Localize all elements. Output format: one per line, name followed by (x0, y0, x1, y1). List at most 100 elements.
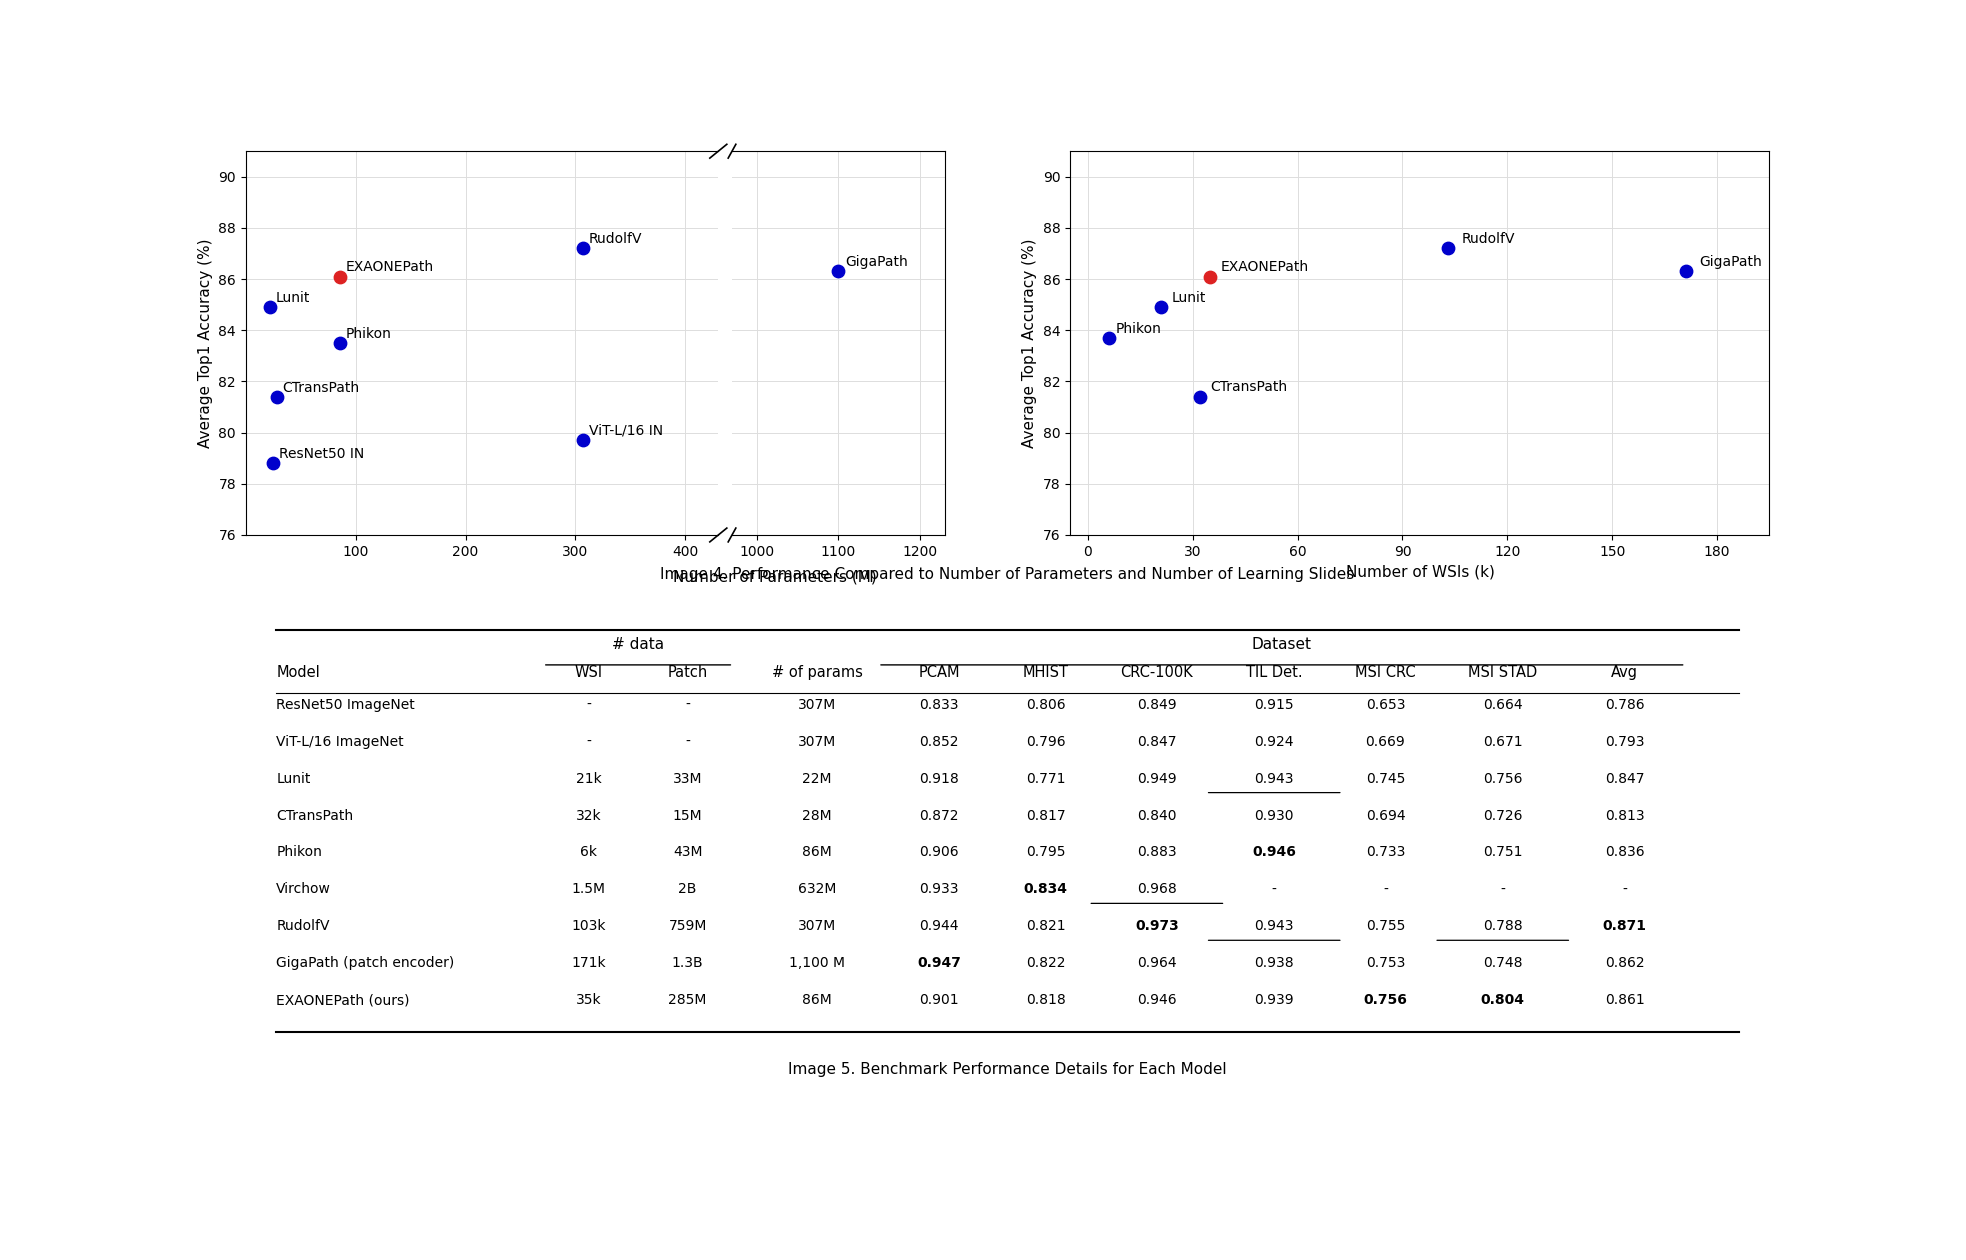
Text: -: - (586, 698, 592, 712)
Text: 0.753: 0.753 (1366, 956, 1406, 970)
Text: -: - (1382, 882, 1388, 896)
Text: Image 4. Performance Compared to Number of Parameters and Number of Learning Sli: Image 4. Performance Compared to Number … (661, 567, 1355, 582)
Y-axis label: Average Top1 Accuracy (%): Average Top1 Accuracy (%) (199, 238, 212, 447)
Text: CTransPath: CTransPath (281, 381, 360, 394)
Text: 0.840: 0.840 (1136, 809, 1176, 823)
Text: 0.818: 0.818 (1026, 993, 1066, 1007)
Text: 1,100 M: 1,100 M (788, 956, 845, 970)
Text: 0.796: 0.796 (1026, 735, 1066, 748)
Text: 28M: 28M (802, 809, 832, 823)
Text: 0.872: 0.872 (920, 809, 959, 823)
Text: Lunit: Lunit (275, 771, 311, 786)
Text: 0.946: 0.946 (1136, 993, 1178, 1007)
Text: Dataset: Dataset (1252, 638, 1311, 653)
Text: 15M: 15M (672, 809, 702, 823)
Text: RudolfV: RudolfV (588, 232, 643, 246)
Text: TIL Det.: TIL Det. (1246, 665, 1303, 680)
Text: 0.834: 0.834 (1024, 882, 1068, 896)
Text: EXAONEPath (ours): EXAONEPath (ours) (275, 993, 409, 1007)
Text: CRC-100K: CRC-100K (1121, 665, 1193, 680)
Text: Lunit: Lunit (1172, 291, 1207, 305)
Point (1146, 297, 1178, 318)
Text: -: - (586, 735, 592, 748)
Text: 0.726: 0.726 (1482, 809, 1522, 823)
Text: 0.968: 0.968 (1136, 882, 1178, 896)
Text: 0.930: 0.930 (1254, 809, 1294, 823)
Text: 33M: 33M (672, 771, 702, 786)
Text: 0.751: 0.751 (1482, 845, 1522, 859)
Text: 0.733: 0.733 (1366, 845, 1406, 859)
Text: 0.817: 0.817 (1026, 809, 1066, 823)
Text: 0.943: 0.943 (1254, 771, 1294, 786)
Text: 0.694: 0.694 (1366, 809, 1406, 823)
Point (822, 261, 853, 281)
Text: 0.755: 0.755 (1366, 920, 1406, 934)
Text: 0.862: 0.862 (1604, 956, 1644, 970)
Text: 0.833: 0.833 (920, 698, 959, 712)
Text: 0.748: 0.748 (1482, 956, 1522, 970)
Point (1431, 238, 1463, 258)
Text: 86M: 86M (802, 993, 832, 1007)
Text: 0.671: 0.671 (1482, 735, 1522, 748)
Text: 0.943: 0.943 (1254, 920, 1294, 934)
Text: 0.861: 0.861 (1604, 993, 1644, 1007)
Text: # of params: # of params (773, 665, 863, 680)
Text: 86M: 86M (802, 845, 832, 859)
Text: 0.669: 0.669 (1366, 735, 1406, 748)
Text: 0.949: 0.949 (1136, 771, 1178, 786)
Text: 0.822: 0.822 (1026, 956, 1066, 970)
Text: 0.906: 0.906 (920, 845, 959, 859)
Text: 0.756: 0.756 (1482, 771, 1522, 786)
Text: 0.939: 0.939 (1254, 993, 1294, 1007)
Text: Phikon: Phikon (275, 845, 322, 859)
Text: 22M: 22M (802, 771, 832, 786)
Point (1195, 266, 1227, 286)
Text: 307M: 307M (798, 735, 836, 748)
Text: MHIST: MHIST (1022, 665, 1070, 680)
Text: 0.852: 0.852 (920, 735, 959, 748)
Text: 32k: 32k (576, 809, 602, 823)
Text: Patch: Patch (668, 665, 708, 680)
Text: 0.664: 0.664 (1482, 698, 1522, 712)
Text: Phikon: Phikon (346, 328, 391, 341)
Text: ViT-L/16 ImageNet: ViT-L/16 ImageNet (275, 735, 403, 748)
Text: PCAM: PCAM (918, 665, 959, 680)
Text: GigaPath (patch encoder): GigaPath (patch encoder) (275, 956, 454, 970)
Text: -: - (1272, 882, 1276, 896)
Text: Number of Parameters (M): Number of Parameters (M) (672, 570, 877, 585)
Text: ResNet50 ImageNet: ResNet50 ImageNet (275, 698, 415, 712)
Text: 0.871: 0.871 (1602, 920, 1648, 934)
Text: 0.771: 0.771 (1026, 771, 1066, 786)
Text: WSI: WSI (574, 665, 604, 680)
Text: 0.788: 0.788 (1482, 920, 1522, 934)
Point (1184, 387, 1215, 407)
Text: 0.933: 0.933 (920, 882, 959, 896)
Text: 307M: 307M (798, 698, 836, 712)
Text: ResNet50 IN: ResNet50 IN (279, 447, 364, 461)
Text: CTransPath: CTransPath (275, 809, 354, 823)
Text: 0.946: 0.946 (1252, 845, 1296, 859)
Point (568, 238, 600, 258)
Point (324, 266, 356, 286)
Text: 1.3B: 1.3B (672, 956, 704, 970)
Text: 35k: 35k (576, 993, 602, 1007)
Text: Image 5. Benchmark Performance Details for Each Model: Image 5. Benchmark Performance Details f… (788, 1062, 1227, 1077)
Text: 0.756: 0.756 (1364, 993, 1408, 1007)
Text: 0.964: 0.964 (1136, 956, 1178, 970)
Text: 171k: 171k (572, 956, 606, 970)
Text: 0.793: 0.793 (1604, 735, 1644, 748)
Text: 6k: 6k (580, 845, 598, 859)
Point (324, 333, 356, 353)
Text: 759M: 759M (668, 920, 708, 934)
Text: CTransPath: CTransPath (1211, 381, 1288, 394)
Text: -: - (686, 735, 690, 748)
Text: 0.849: 0.849 (1136, 698, 1178, 712)
Text: 0.745: 0.745 (1366, 771, 1406, 786)
Text: GigaPath: GigaPath (1699, 255, 1762, 268)
Text: # data: # data (611, 638, 665, 653)
Text: Virchow: Virchow (275, 882, 330, 896)
Text: 0.847: 0.847 (1136, 735, 1176, 748)
Text: 0.786: 0.786 (1604, 698, 1644, 712)
Text: 285M: 285M (668, 993, 708, 1007)
Text: 0.836: 0.836 (1604, 845, 1644, 859)
